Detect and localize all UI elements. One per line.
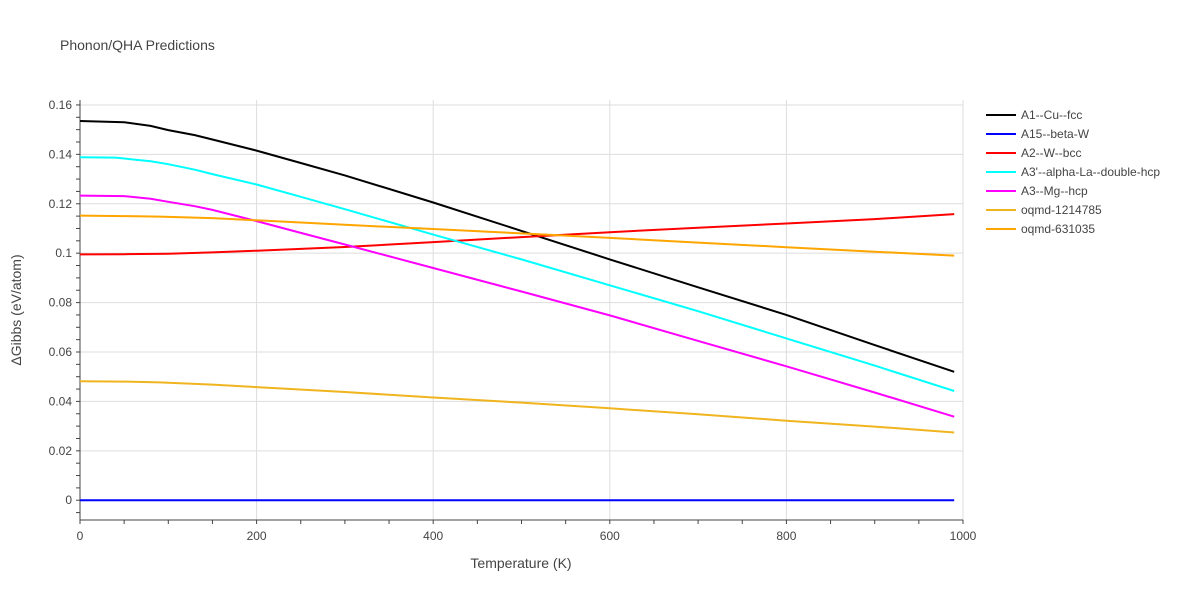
series-line-0: [79, 120, 955, 373]
y-tick-label: 0.14: [49, 147, 73, 161]
legend-item[interactable]: A1--Cu--fcc: [986, 108, 1082, 122]
y-tick-label: 0.04: [49, 394, 73, 408]
x-tick-label: 600: [600, 529, 620, 543]
legend-label: A1--Cu--fcc: [1021, 108, 1082, 122]
series-line-6: [79, 214, 955, 257]
series-line-2: [79, 213, 955, 256]
series-line-5: [79, 380, 955, 434]
legend-label: A2--W--bcc: [1021, 146, 1081, 160]
x-tick-label: 1000: [950, 529, 977, 543]
series-line-4: [79, 194, 955, 418]
x-axis-label: Temperature (K): [470, 555, 571, 571]
y-tick-label: 0.16: [49, 98, 73, 112]
legend-item[interactable]: oqmd-631035: [986, 222, 1095, 236]
legend-label: oqmd-631035: [1021, 222, 1095, 236]
grid: [80, 100, 964, 520]
chart-title: Phonon/QHA Predictions: [60, 37, 215, 53]
legend-label: A3'--alpha-La--double-hcp: [1021, 165, 1160, 179]
axes: 0 200 400 600 800 1000 0 0.02 0.04 0.06 0.08 0.1 0.1…: [49, 98, 977, 543]
y-tick-label: 0.06: [49, 345, 73, 359]
y-tick-label: 0.02: [49, 444, 73, 458]
legend-label: oqmd-1214785: [1021, 203, 1102, 217]
y-tick-label: 0.1: [55, 246, 72, 260]
series-line-3: [79, 156, 955, 392]
legend-item[interactable]: A3--Mg--hcp: [986, 184, 1088, 198]
x-tick-label: 0: [77, 529, 84, 543]
legend-label: A15--beta-W: [1021, 127, 1090, 141]
x-tick-label: 400: [423, 529, 443, 543]
x-tick-label: 800: [776, 529, 796, 543]
legend-item[interactable]: A3'--alpha-La--double-hcp: [986, 165, 1160, 179]
y-tick-label: 0.12: [49, 197, 73, 211]
x-tick-label: 200: [247, 529, 267, 543]
legend-item[interactable]: oqmd-1214785: [986, 203, 1102, 217]
legend-item[interactable]: A2--W--bcc: [986, 146, 1081, 160]
y-tick-label: 0: [65, 493, 72, 507]
legend-label: A3--Mg--hcp: [1021, 184, 1088, 198]
series-lines: [79, 120, 955, 502]
y-axis-label: ΔGibbs (eV/atom): [8, 254, 24, 365]
legend[interactable]: A1--Cu--fcc A15--beta-W A2--W--bcc A3'--alp…: [986, 108, 1160, 236]
y-tick-label: 0.08: [49, 296, 73, 310]
legend-item[interactable]: A15--beta-W: [986, 127, 1090, 141]
